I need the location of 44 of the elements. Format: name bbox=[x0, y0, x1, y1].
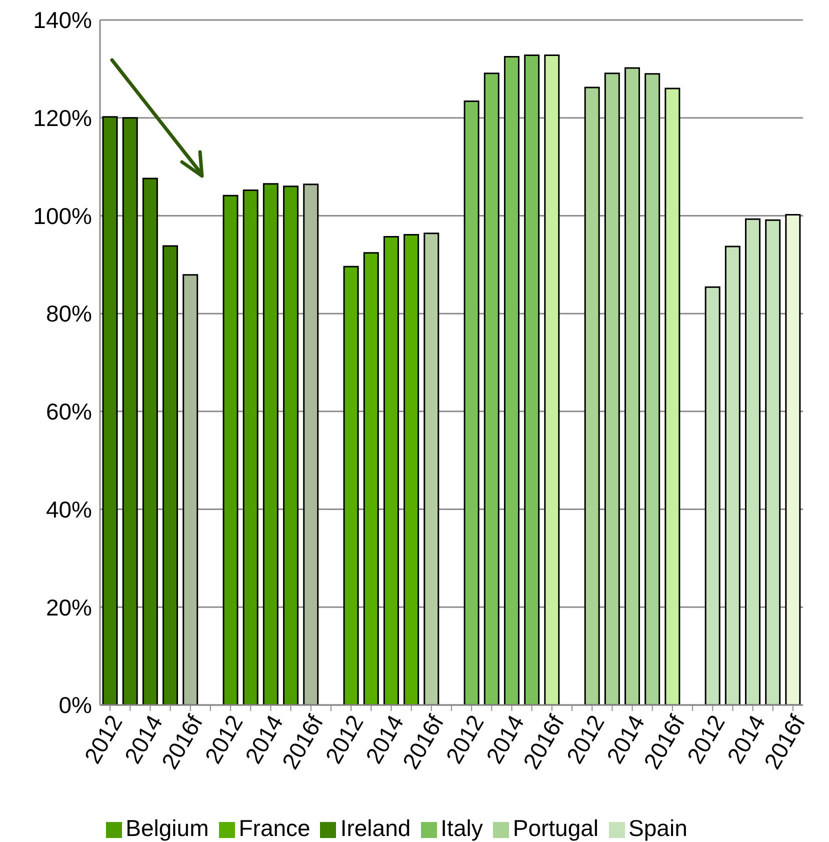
bar bbox=[785, 214, 801, 705]
bar bbox=[122, 117, 138, 705]
bar bbox=[303, 184, 319, 705]
bar bbox=[162, 245, 178, 705]
bar bbox=[704, 286, 720, 705]
bar bbox=[404, 234, 420, 705]
bar bbox=[363, 252, 379, 705]
legend-label: France bbox=[238, 815, 310, 841]
bar bbox=[182, 274, 198, 705]
legend-label: Spain bbox=[628, 815, 688, 841]
bar bbox=[464, 100, 480, 705]
y-tick-label: 0% bbox=[58, 692, 92, 718]
bar bbox=[504, 56, 520, 705]
legend-label: Ireland bbox=[340, 815, 411, 841]
bar bbox=[604, 72, 620, 705]
legend-label: Belgium bbox=[126, 815, 209, 841]
bar bbox=[524, 54, 540, 705]
bar bbox=[745, 218, 761, 705]
bar bbox=[283, 186, 299, 705]
bar bbox=[724, 246, 740, 705]
y-tick-label: 100% bbox=[33, 202, 92, 229]
legend-label: Portugal bbox=[512, 815, 599, 841]
bar bbox=[664, 88, 680, 705]
y-tick-label: 60% bbox=[46, 398, 92, 425]
bar bbox=[624, 67, 640, 705]
bar bbox=[222, 194, 238, 705]
legend-label: Italy bbox=[440, 815, 483, 841]
y-tick-label: 40% bbox=[46, 496, 92, 522]
bar bbox=[424, 232, 440, 705]
y-tick-label: 20% bbox=[46, 594, 92, 620]
bar bbox=[142, 178, 158, 705]
bar bbox=[584, 86, 600, 705]
bar bbox=[544, 54, 560, 705]
bar bbox=[102, 116, 118, 705]
bar bbox=[343, 266, 359, 705]
bar bbox=[242, 190, 258, 705]
y-tick-label: 120% bbox=[33, 105, 92, 132]
y-tick-label: 140% bbox=[33, 7, 92, 34]
y-tick-label: 80% bbox=[46, 300, 92, 327]
bar bbox=[644, 73, 660, 705]
bar bbox=[383, 236, 399, 705]
bar bbox=[262, 183, 278, 705]
bar bbox=[484, 72, 500, 705]
bar bbox=[765, 219, 781, 705]
